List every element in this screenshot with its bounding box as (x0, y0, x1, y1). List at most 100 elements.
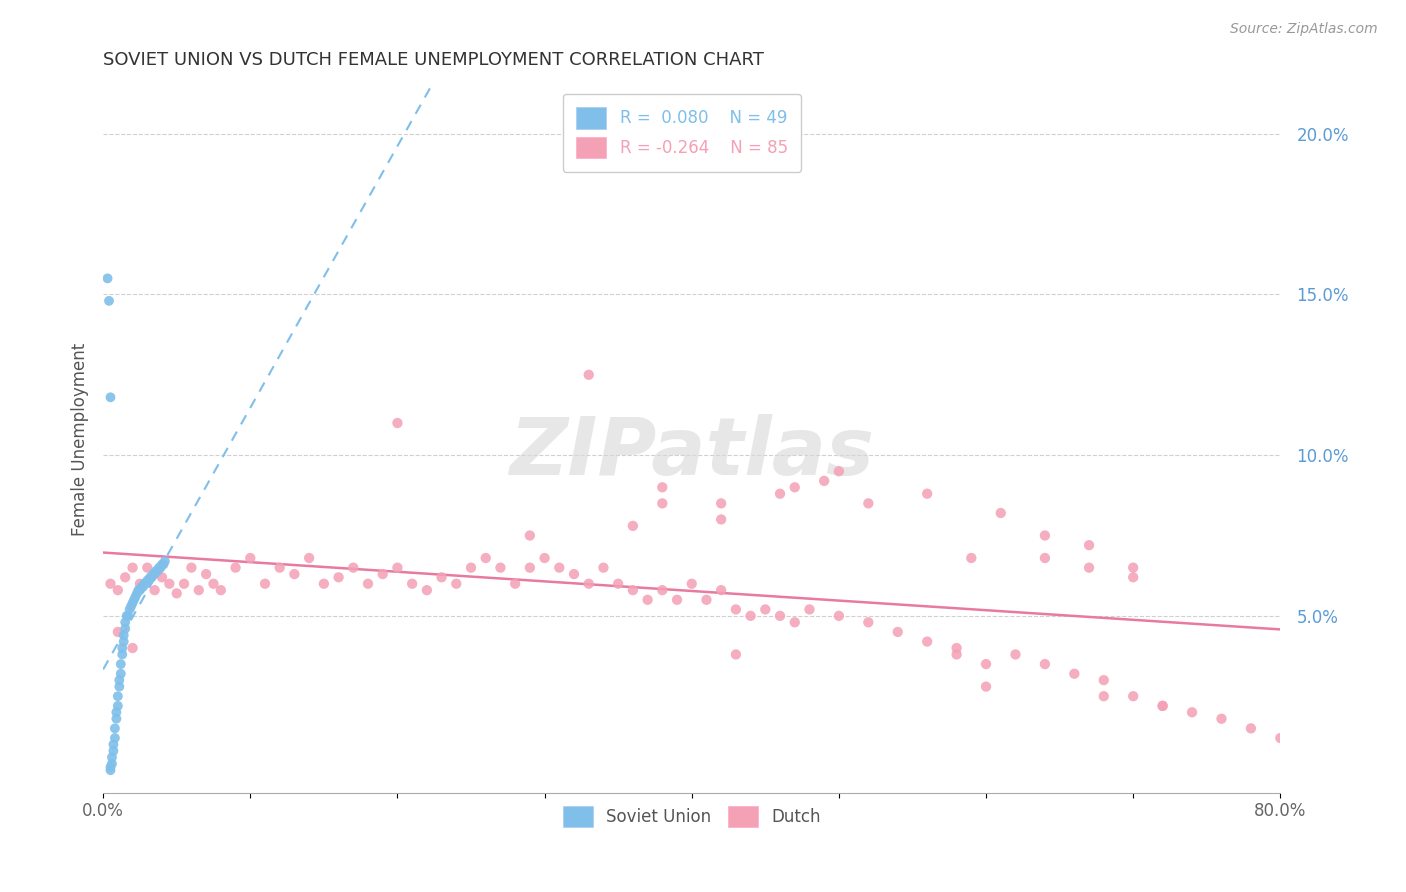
Point (945, 648, 967, 662)
Point (1078, 560, 1101, 574)
Point (107, 690, 129, 704)
Point (621, 583, 644, 598)
Point (312, 576, 335, 591)
Point (110, 666, 132, 681)
Point (114, 622, 136, 636)
Point (107, 698, 129, 713)
Text: ZIPatlas: ZIPatlas (509, 414, 875, 492)
Point (974, 657, 997, 671)
Point (1092, 690, 1115, 704)
Point (651, 583, 673, 598)
Point (592, 560, 614, 574)
Point (754, 602, 776, 616)
Point (562, 567, 585, 582)
Point (519, 528, 541, 542)
Point (103, 738, 125, 752)
Point (166, 586, 188, 600)
Point (651, 496, 673, 510)
Point (111, 640, 134, 655)
Point (132, 580, 155, 594)
Point (114, 570, 136, 584)
Point (387, 560, 409, 574)
Point (135, 576, 157, 591)
Point (131, 580, 153, 594)
Point (578, 576, 600, 591)
Point (1240, 722, 1263, 736)
Point (724, 602, 747, 616)
Legend: Soviet Union, Dutch: Soviet Union, Dutch (557, 799, 827, 834)
Point (173, 576, 195, 591)
Point (1033, 528, 1056, 542)
Point (239, 551, 262, 566)
Point (127, 583, 149, 598)
Point (104, 722, 127, 736)
Point (209, 583, 232, 598)
Point (139, 570, 162, 584)
Point (146, 564, 169, 578)
Point (121, 596, 143, 610)
Point (115, 608, 138, 623)
Point (1122, 570, 1144, 584)
Point (283, 567, 305, 582)
Point (112, 628, 135, 642)
Point (828, 464, 851, 478)
Point (695, 592, 717, 607)
Point (858, 496, 880, 510)
Point (202, 576, 225, 591)
Point (724, 648, 747, 662)
Point (124, 590, 146, 604)
Point (578, 368, 600, 382)
Point (149, 560, 172, 574)
Point (710, 512, 733, 526)
Point (101, 756, 124, 771)
Point (152, 558, 174, 572)
Point (799, 602, 821, 616)
Point (915, 487, 938, 501)
Point (813, 474, 835, 488)
Point (430, 570, 453, 584)
Point (108, 673, 131, 688)
Point (129, 576, 152, 591)
Point (371, 567, 394, 582)
Point (621, 519, 644, 533)
Point (1063, 666, 1085, 681)
Point (96, 271, 118, 285)
Point (769, 608, 792, 623)
Point (1181, 706, 1204, 720)
Point (114, 615, 136, 630)
Point (157, 576, 180, 591)
Point (100, 390, 122, 404)
Point (100, 760, 122, 774)
Point (783, 480, 806, 494)
Point (740, 608, 762, 623)
Point (474, 551, 496, 566)
Point (148, 560, 170, 574)
Point (100, 576, 122, 591)
Point (153, 554, 176, 568)
Point (150, 570, 173, 584)
Point (180, 560, 202, 574)
Point (143, 583, 166, 598)
Point (100, 763, 122, 777)
Point (108, 680, 131, 694)
Point (769, 487, 792, 501)
Point (195, 567, 218, 582)
Point (98, 293, 121, 308)
Point (828, 608, 851, 623)
Point (1033, 657, 1056, 671)
Point (503, 576, 526, 591)
Point (710, 496, 733, 510)
Point (1122, 560, 1144, 574)
Point (519, 560, 541, 574)
Point (136, 574, 159, 588)
Point (129, 583, 152, 598)
Point (125, 586, 148, 600)
Point (112, 634, 135, 648)
Point (110, 657, 132, 671)
Text: SOVIET UNION VS DUTCH FEMALE UNEMPLOYMENT CORRELATION CHART: SOVIET UNION VS DUTCH FEMALE UNEMPLOYMEN… (103, 51, 763, 69)
Point (710, 583, 733, 598)
Point (460, 560, 482, 574)
Point (120, 599, 142, 614)
Point (416, 583, 439, 598)
Point (107, 624, 129, 639)
